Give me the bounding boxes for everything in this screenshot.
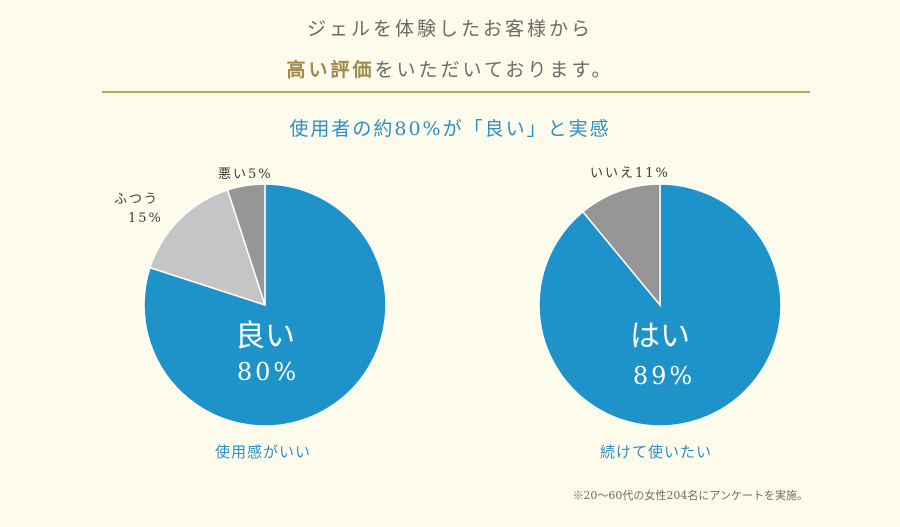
center-pct-80: 80% <box>237 358 299 386</box>
slice-label-iie: いいえ11% <box>590 166 670 181</box>
header-highlight: 高い評価 <box>286 59 375 81</box>
caption-continue: 続けて使いたい <box>600 443 713 461</box>
slice-label-warui: 悪い5% <box>218 167 273 182</box>
slice-label-futsuu-pct: 15% <box>128 211 163 226</box>
pie-slice <box>226 183 266 306</box>
caption-usage: 使用感がいい <box>215 443 312 461</box>
header-line-2: 高い評価をいただいております。 <box>0 55 900 82</box>
slice-label-futsuu-name: ふつう <box>114 192 159 207</box>
header-line-1: ジェルを体験したお客様から <box>306 18 593 40</box>
center-word-hai: はい <box>630 319 690 354</box>
header-divider <box>102 91 810 93</box>
chart-subtitle: 使用者の約80%が「良い」と実感 <box>289 118 611 140</box>
footnote: ※20～60代の女性204名にアンケートを実施。 <box>572 489 808 502</box>
pie-chart-continue <box>538 183 782 427</box>
header-line-2-rest: をいただいております。 <box>374 59 614 81</box>
center-pct-89: 89% <box>633 362 695 390</box>
pie-chart-usage <box>143 183 387 427</box>
center-word-yoi: 良い <box>235 319 295 354</box>
pie-slice <box>581 183 661 308</box>
